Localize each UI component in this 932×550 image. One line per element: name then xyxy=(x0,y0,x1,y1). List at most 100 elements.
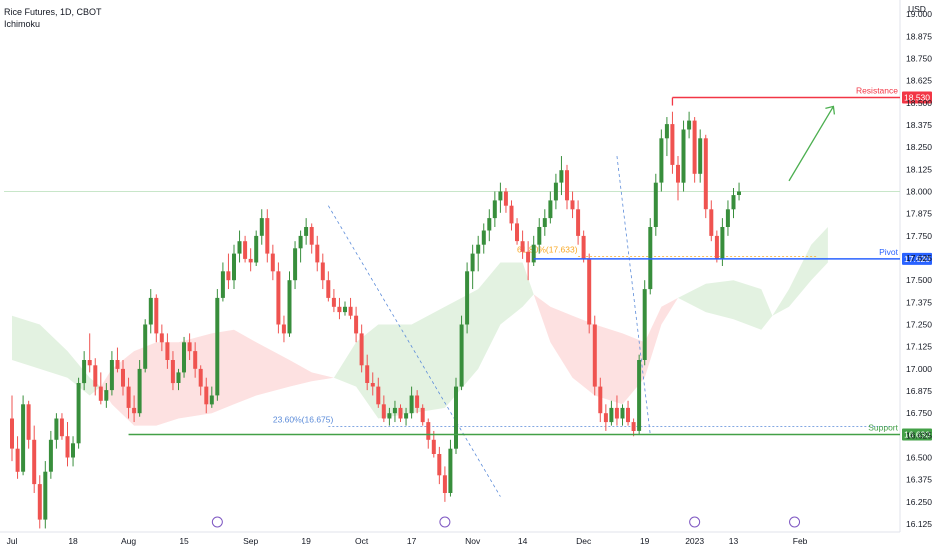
candle[interactable] xyxy=(109,360,114,391)
candle[interactable] xyxy=(331,297,336,307)
candle[interactable] xyxy=(10,418,14,449)
candle[interactable] xyxy=(587,258,592,325)
candle[interactable] xyxy=(87,360,92,366)
candle[interactable] xyxy=(737,191,741,196)
candle[interactable] xyxy=(592,324,597,387)
candle[interactable] xyxy=(381,404,386,419)
candle[interactable] xyxy=(714,235,719,259)
candle[interactable] xyxy=(232,253,236,281)
candle[interactable] xyxy=(326,280,331,298)
candle[interactable] xyxy=(548,200,553,219)
projection-arrow[interactable] xyxy=(788,106,834,182)
candle[interactable] xyxy=(398,407,403,419)
candle[interactable] xyxy=(270,253,275,272)
candle[interactable] xyxy=(553,182,558,201)
candle[interactable] xyxy=(48,439,53,472)
candle[interactable] xyxy=(559,170,564,183)
candle[interactable] xyxy=(503,191,508,206)
candle[interactable] xyxy=(320,262,325,281)
candle[interactable] xyxy=(104,390,109,401)
candle[interactable] xyxy=(676,164,680,183)
candle[interactable] xyxy=(132,407,137,414)
candle[interactable] xyxy=(376,386,381,405)
candle[interactable] xyxy=(454,386,458,449)
candle[interactable] xyxy=(664,124,669,139)
candle[interactable] xyxy=(43,471,48,520)
candle[interactable] xyxy=(526,251,531,263)
candle[interactable] xyxy=(387,413,392,419)
event-marker-icon[interactable] xyxy=(789,516,801,528)
candle[interactable] xyxy=(542,218,547,227)
candle[interactable] xyxy=(581,235,586,259)
candle[interactable] xyxy=(137,368,142,414)
candle[interactable] xyxy=(687,120,692,130)
candle[interactable] xyxy=(720,227,725,259)
candle[interactable] xyxy=(465,271,470,325)
candle[interactable] xyxy=(93,365,98,387)
candle[interactable] xyxy=(537,227,542,245)
fib-trendline[interactable] xyxy=(616,156,651,435)
candle[interactable] xyxy=(143,324,148,369)
candle[interactable] xyxy=(653,182,658,227)
candle[interactable] xyxy=(243,241,248,259)
candle[interactable] xyxy=(370,383,375,387)
candle[interactable] xyxy=(476,244,481,254)
fib-trendline[interactable] xyxy=(328,205,501,497)
candle[interactable] xyxy=(692,120,697,174)
candle[interactable] xyxy=(204,386,209,405)
candle[interactable] xyxy=(620,407,625,419)
candle[interactable] xyxy=(481,230,486,245)
candle[interactable] xyxy=(37,484,42,520)
candle[interactable] xyxy=(565,170,569,201)
candle[interactable] xyxy=(637,360,642,431)
candle[interactable] xyxy=(54,418,59,440)
candle[interactable] xyxy=(154,297,159,334)
candle[interactable] xyxy=(265,218,270,254)
candle[interactable] xyxy=(409,395,414,414)
candle[interactable] xyxy=(392,407,397,414)
candle[interactable] xyxy=(703,138,708,210)
candle[interactable] xyxy=(420,407,425,423)
candle[interactable] xyxy=(126,386,131,408)
candle[interactable] xyxy=(659,138,664,183)
candle[interactable] xyxy=(170,360,175,384)
candle[interactable] xyxy=(487,218,492,231)
candle[interactable] xyxy=(442,475,447,493)
candle[interactable] xyxy=(348,306,353,316)
candle[interactable] xyxy=(259,218,264,236)
candle[interactable] xyxy=(631,422,636,431)
candle[interactable] xyxy=(598,386,603,414)
candle[interactable] xyxy=(309,227,314,245)
candle[interactable] xyxy=(731,195,736,210)
event-marker-icon[interactable] xyxy=(211,516,223,528)
candle[interactable] xyxy=(609,407,614,423)
candle[interactable] xyxy=(304,227,309,236)
candle[interactable] xyxy=(220,271,225,298)
candle[interactable] xyxy=(121,368,125,387)
candle[interactable] xyxy=(709,209,714,236)
candle[interactable] xyxy=(315,244,320,263)
candle[interactable] xyxy=(159,333,164,343)
candle[interactable] xyxy=(281,324,286,334)
candle[interactable] xyxy=(725,209,730,227)
candle[interactable] xyxy=(209,395,214,405)
candle[interactable] xyxy=(359,333,364,366)
candle[interactable] xyxy=(459,324,464,387)
candle[interactable] xyxy=(343,306,347,313)
candle[interactable] xyxy=(254,235,259,263)
candle[interactable] xyxy=(15,448,20,472)
candle[interactable] xyxy=(337,306,342,313)
candle[interactable] xyxy=(648,227,653,290)
candle[interactable] xyxy=(276,271,281,325)
event-marker-icon[interactable] xyxy=(439,516,451,528)
candle[interactable] xyxy=(148,297,153,325)
candle[interactable] xyxy=(287,280,292,334)
candle[interactable] xyxy=(642,289,647,360)
candle[interactable] xyxy=(248,258,253,263)
candle[interactable] xyxy=(98,386,103,401)
candle[interactable] xyxy=(165,342,170,360)
candle[interactable] xyxy=(614,407,619,419)
candle[interactable] xyxy=(59,418,64,437)
candle[interactable] xyxy=(492,200,497,219)
